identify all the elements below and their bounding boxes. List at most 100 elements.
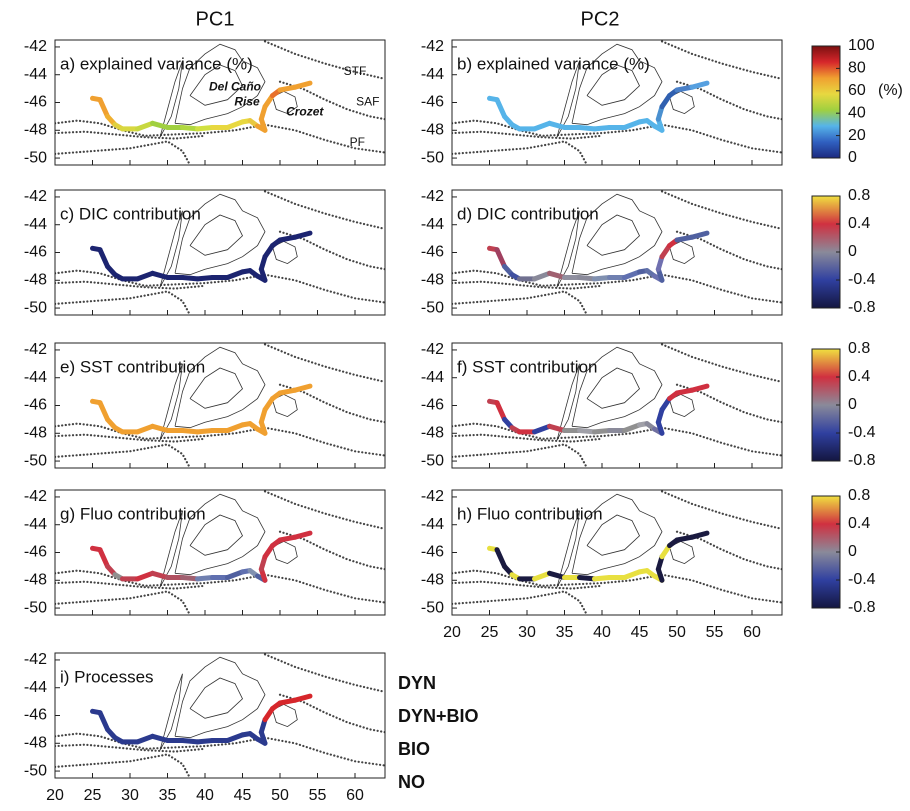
track-segment bbox=[532, 423, 552, 435]
track-segment bbox=[195, 125, 215, 132]
bathymetry-contour bbox=[159, 673, 183, 751]
bathymetry-contour bbox=[586, 367, 640, 409]
track-segment bbox=[592, 575, 612, 582]
map-panel: -42 -44 -46 -48 -50 a) explained variance (%)… bbox=[24, 38, 386, 166]
bathymetry-contour bbox=[174, 43, 266, 126]
track-segment bbox=[97, 97, 110, 119]
front bbox=[55, 743, 207, 753]
track-segment bbox=[150, 270, 170, 280]
y-tick-label: -42 bbox=[24, 488, 47, 505]
y-tick-label: -48 bbox=[24, 121, 47, 138]
front bbox=[675, 530, 782, 571]
colorbar-tick-label: 100 bbox=[848, 37, 875, 54]
x-tick-label: 45 bbox=[631, 624, 649, 641]
bathymetry-contour bbox=[556, 210, 580, 288]
y-tick-label: -44 bbox=[421, 66, 444, 83]
track-segment bbox=[292, 230, 313, 240]
front bbox=[263, 343, 385, 383]
track-segment bbox=[225, 119, 245, 130]
bathymetry-contour bbox=[586, 214, 640, 256]
x-tick-label: 55 bbox=[309, 787, 327, 804]
front bbox=[675, 230, 782, 271]
track-segment bbox=[532, 270, 552, 282]
track-segment bbox=[674, 84, 695, 93]
y-tick-label: -46 bbox=[421, 397, 444, 414]
colorbar-tick-label: 0.8 bbox=[848, 487, 870, 504]
bathymetry-contour bbox=[586, 64, 640, 106]
track-segment bbox=[150, 570, 170, 580]
map-content bbox=[452, 190, 782, 315]
colorbar-tick-label: -0.8 bbox=[848, 452, 876, 469]
track-segment bbox=[150, 733, 170, 743]
y-tick-label: -46 bbox=[24, 244, 47, 261]
y-tick-label: -48 bbox=[421, 271, 444, 288]
map-panel: -42 -44 -46 -48 -50 d) DIC contribution bbox=[421, 188, 783, 316]
track-segment bbox=[689, 80, 710, 90]
y-tick-label: -42 bbox=[24, 188, 47, 205]
track-segment bbox=[135, 570, 155, 582]
colorbar-tick-label: 0.8 bbox=[848, 340, 870, 357]
y-tick-label: -50 bbox=[24, 299, 47, 316]
y-tick-label: -42 bbox=[24, 651, 47, 668]
front bbox=[278, 383, 385, 424]
y-tick-label: -50 bbox=[24, 149, 47, 166]
track-segment bbox=[225, 269, 245, 280]
track-segment bbox=[195, 575, 215, 582]
x-tick-label: 45 bbox=[234, 787, 252, 804]
y-tick-label: -50 bbox=[421, 149, 444, 166]
track-segment bbox=[180, 738, 200, 745]
track-segment bbox=[195, 275, 215, 282]
x-tick-label: 35 bbox=[556, 624, 574, 641]
front bbox=[452, 130, 604, 140]
bathymetry-contour bbox=[556, 510, 580, 588]
bathymetry-contour bbox=[159, 510, 183, 588]
front bbox=[452, 290, 589, 315]
y-tick-label: -42 bbox=[421, 38, 444, 55]
y-tick-label: -48 bbox=[24, 571, 47, 588]
column-title: PC2 bbox=[581, 8, 620, 30]
track-segment bbox=[180, 428, 200, 435]
front bbox=[55, 280, 207, 290]
bathymetry-contour bbox=[189, 677, 243, 719]
track-segment bbox=[622, 119, 642, 130]
panel-label: b) explained variance (%) bbox=[457, 54, 650, 73]
front bbox=[278, 230, 385, 271]
front bbox=[452, 280, 604, 290]
track-segment bbox=[622, 569, 642, 580]
colorbar-tick-label: 60 bbox=[848, 82, 866, 99]
bathymetry-contour bbox=[571, 43, 663, 126]
track-segment bbox=[547, 270, 567, 280]
track-segment bbox=[494, 247, 507, 269]
track-segment bbox=[180, 575, 200, 582]
track-segment bbox=[592, 125, 612, 132]
x-tick-label: 25 bbox=[481, 624, 499, 641]
front bbox=[263, 40, 385, 80]
bathymetry-contour bbox=[189, 64, 243, 106]
front bbox=[452, 580, 604, 590]
track-segment bbox=[547, 570, 567, 580]
front bbox=[452, 140, 589, 165]
panel-label: e) SST contribution bbox=[60, 357, 205, 376]
track-segment bbox=[135, 270, 155, 282]
y-tick-label: -48 bbox=[421, 571, 444, 588]
track-segment bbox=[592, 275, 612, 282]
track-segment bbox=[277, 387, 298, 396]
bathymetry-contour bbox=[159, 60, 183, 138]
y-tick-label: -48 bbox=[421, 121, 444, 138]
front bbox=[452, 269, 782, 304]
map-content bbox=[452, 40, 782, 165]
y-tick-label: -48 bbox=[24, 271, 47, 288]
bathymetry-contour bbox=[556, 60, 580, 138]
colorbar bbox=[811, 195, 841, 309]
annotation: SAF bbox=[356, 95, 379, 109]
track-segment bbox=[180, 275, 200, 282]
legend-entry: DYN bbox=[398, 673, 436, 693]
front bbox=[452, 569, 782, 604]
front bbox=[55, 422, 385, 457]
column-title: PC1 bbox=[196, 8, 235, 30]
annotation: Rise bbox=[234, 95, 260, 109]
y-tick-label: -46 bbox=[421, 244, 444, 261]
track-segment bbox=[97, 710, 110, 732]
track-segment bbox=[547, 423, 567, 433]
